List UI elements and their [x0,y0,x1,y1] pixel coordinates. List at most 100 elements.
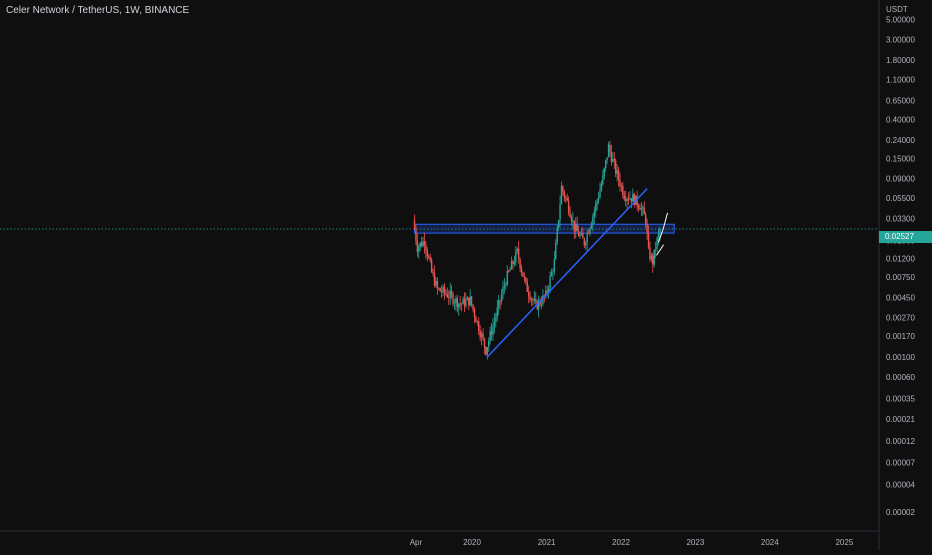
candle-body [486,347,488,355]
candle-body [469,296,471,306]
candle-body [422,241,424,246]
candle-body [480,333,483,338]
candle-body [640,208,643,210]
candle-body [432,271,434,274]
candle-body [463,298,466,307]
candle-body [450,290,453,295]
candle-body [420,242,423,246]
candle-body [496,307,498,318]
candle-body [517,248,520,259]
price-axis[interactable]: 5.00000 3.00000 1.80000 1.10000 0.65000 0.400… [878,0,915,550]
candle-body [624,199,627,201]
last-price-tag: 0.02527 [879,231,932,243]
candle-body [509,269,511,272]
candle-body [449,290,451,298]
candle-body [468,297,470,306]
candle-body [639,208,641,210]
candle-body [522,271,524,277]
candle-body [627,198,630,200]
horizontal-zone[interactable] [414,223,675,234]
candle-body [555,243,557,260]
price-tick-label: 0.24000 [886,136,915,145]
time-tick-label: 2024 [761,538,779,547]
candle-body [560,186,563,205]
price-tick-label: 0.00004 [886,481,915,490]
candle-body [613,159,615,161]
candle-body [577,231,580,237]
candle-body [442,287,444,293]
candle-body [516,248,518,252]
candle-body [529,295,531,300]
time-tick-label: 2021 [538,538,556,547]
candle-body [505,284,507,286]
zone-rect [414,223,675,234]
candle-body [425,245,427,251]
candle-body [490,330,493,335]
candle-body [458,303,460,308]
candle-body [573,220,576,232]
candle-body [476,321,478,323]
candle-body [520,268,523,272]
candle-body [629,198,631,200]
candle-body [507,271,510,272]
candle-body [519,258,521,269]
candle-body [500,294,503,302]
candle-body [443,287,446,293]
candle-body [482,333,484,339]
price-tick-label: 3.00000 [886,36,915,45]
drawings[interactable] [486,188,668,358]
candle-body [439,288,441,292]
candle-body [610,151,613,162]
candle-body [593,211,595,217]
candle-body [436,280,439,289]
time-tick-label: 2020 [463,538,481,547]
price-tick-label: 0.03300 [886,214,915,223]
time-tick-label: 2022 [612,538,630,547]
candle-body [453,302,456,304]
candle-body [430,260,433,272]
candle-body [489,330,491,341]
candle-body [446,294,449,298]
candle-body [440,291,443,293]
candle-body [419,242,421,247]
price-tick-label: 0.00170 [886,332,915,341]
candle-body [570,217,573,222]
candle-body [589,228,591,234]
price-tick-label: 0.00100 [886,353,915,362]
candle-body [579,234,581,237]
candle-body [483,338,486,347]
candle-body [525,277,527,282]
candle-body [423,241,426,246]
price-tick-label: 1.10000 [886,75,915,84]
candle-body [637,205,640,209]
price-tick-label: 0.15000 [886,154,915,163]
candle-body [567,200,570,212]
candle-body [559,204,561,221]
candle-body [433,273,436,286]
candle-body [416,240,419,252]
time-tick-label: Apr [410,538,423,547]
candle-body [473,309,476,317]
candle-body [533,299,536,301]
candle-body [515,251,517,263]
candle-body [506,271,508,285]
candle-body [552,271,554,273]
candles [413,140,661,360]
time-axis[interactable]: Apr 2020 2021 2022 2023 2024 2025 [0,530,879,547]
candle-body [470,296,473,305]
candle-body [587,233,590,234]
candle-body [542,295,544,304]
candle-body [503,285,506,288]
candle-body [576,224,578,232]
price-tick-label: 0.65000 [886,96,915,105]
candle-body [455,297,457,303]
candle-body [526,281,528,292]
candle-body [556,227,558,244]
candle-body [546,290,548,292]
candle-body [615,160,617,174]
candle-body [612,159,614,162]
projection-arrow [656,244,664,256]
candle-body [475,316,477,323]
